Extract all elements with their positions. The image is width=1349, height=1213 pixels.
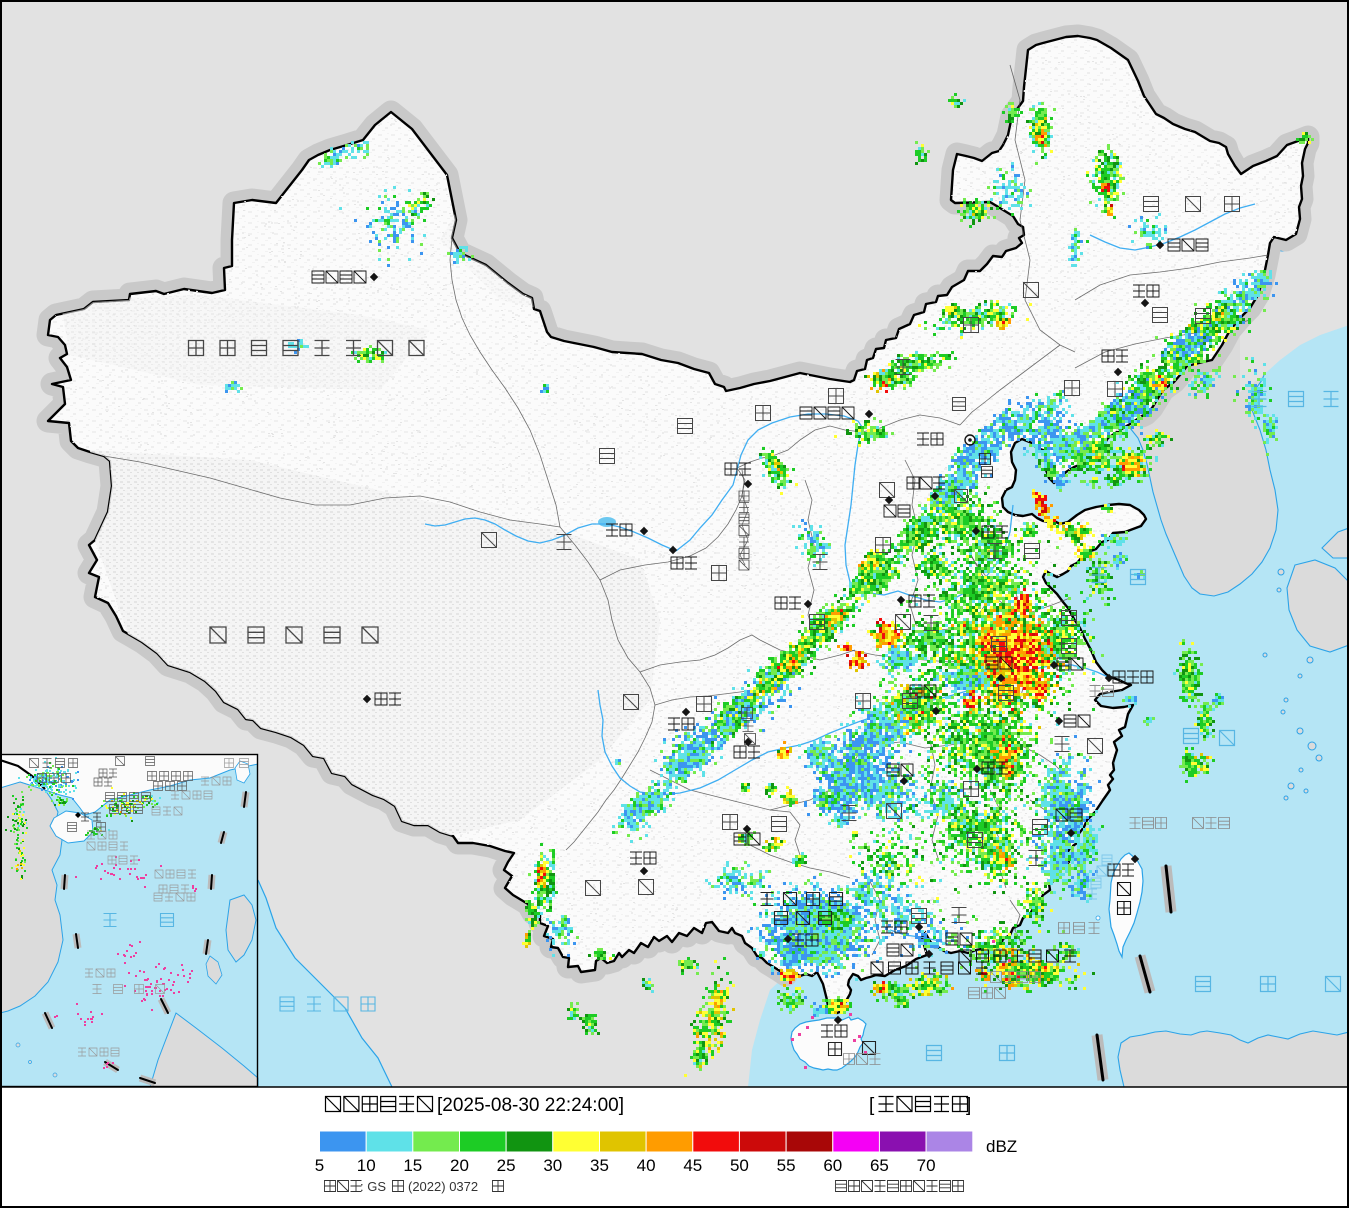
svg-text:20: 20 xyxy=(450,1156,469,1175)
svg-text:]: ] xyxy=(966,1095,971,1116)
svg-text:65: 65 xyxy=(870,1156,889,1175)
svg-text:70: 70 xyxy=(917,1156,936,1175)
svg-text:55: 55 xyxy=(777,1156,796,1175)
svg-text:dBZ: dBZ xyxy=(986,1137,1017,1156)
svg-text:5: 5 xyxy=(315,1156,324,1175)
svg-text:[2025-08-30 22:24:00]: [2025-08-30 22:24:00] xyxy=(437,1095,624,1116)
svg-text:[: [ xyxy=(869,1095,875,1116)
svg-text:15: 15 xyxy=(403,1156,422,1175)
svg-text:40: 40 xyxy=(637,1156,656,1175)
svg-text:45: 45 xyxy=(683,1156,702,1175)
svg-text:60: 60 xyxy=(823,1156,842,1175)
svg-text:30: 30 xyxy=(543,1156,562,1175)
svg-text:35: 35 xyxy=(590,1156,609,1175)
svg-text:(2022) 0372: (2022) 0372 xyxy=(408,1179,478,1194)
svg-text:25: 25 xyxy=(497,1156,516,1175)
svg-text:: GS: : GS xyxy=(360,1179,386,1194)
svg-text:50: 50 xyxy=(730,1156,749,1175)
svg-text:10: 10 xyxy=(357,1156,376,1175)
